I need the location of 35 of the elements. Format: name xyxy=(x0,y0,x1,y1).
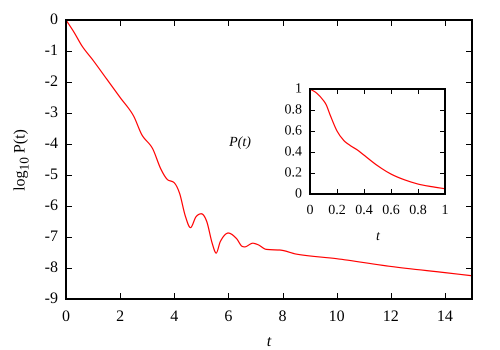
y-tick-label: -3 xyxy=(44,104,58,122)
y-tick-label: 0 xyxy=(295,186,302,202)
y-tick-label: -2 xyxy=(44,73,58,90)
x-tick-label: 0.4 xyxy=(355,203,373,218)
y-tick-label: 1 xyxy=(295,82,302,97)
x-tick-label: 0 xyxy=(306,203,314,218)
y-tick-label: -5 xyxy=(44,166,58,184)
y-tick-label: -6 xyxy=(44,197,58,214)
y-tick-label: 0 xyxy=(50,11,58,28)
y-axis-title: P(t) xyxy=(229,135,251,151)
x-axis-title: t xyxy=(266,333,272,350)
y-tick-label: 0.8 xyxy=(284,102,302,118)
y-tick-label: -4 xyxy=(44,135,58,152)
x-tick-label: 12 xyxy=(382,308,399,325)
x-tick-label: 0.6 xyxy=(382,203,400,218)
y-tick-label: 0.6 xyxy=(284,124,302,139)
x-tick-label: 0.2 xyxy=(328,203,346,218)
line-series xyxy=(310,89,445,190)
x-tick-label: 4 xyxy=(170,308,178,325)
x-tick-label: 14 xyxy=(436,308,453,325)
y-tick-label: -8 xyxy=(44,259,58,276)
x-tick-label: 1 xyxy=(442,203,448,218)
y-tick-label: 0.4 xyxy=(284,144,302,160)
x-tick-label: 0 xyxy=(62,308,70,325)
x-tick-label: 6 xyxy=(224,308,232,325)
x-tick-label: 2 xyxy=(116,308,124,325)
x-tick-label: 0.8 xyxy=(409,203,427,218)
y-tick-label: -7 xyxy=(44,228,58,246)
x-tick-label: 10 xyxy=(328,308,345,325)
y-tick-label: -9 xyxy=(44,290,58,308)
y-tick-label: -1 xyxy=(44,42,58,60)
y-tick-label: 0.2 xyxy=(284,166,302,181)
line-series xyxy=(66,20,472,276)
x-tick-label: 8 xyxy=(278,308,287,325)
x-axis-title: t xyxy=(376,229,380,245)
